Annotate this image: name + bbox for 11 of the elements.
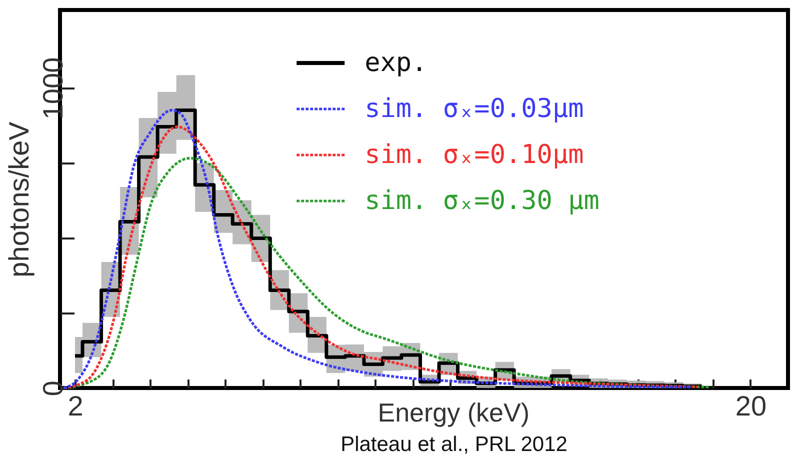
y-tick-label: 1000 <box>38 57 68 120</box>
x-tick-label: 20 <box>735 390 767 422</box>
legend-label: sim. σₓ=0.03μm <box>364 94 584 124</box>
y-tick-label: 0 <box>38 380 68 396</box>
y-axis-title: photons/keV <box>4 121 34 278</box>
x-axis-title: Energy (keV) <box>378 398 530 428</box>
legend-label: exp. <box>364 48 428 78</box>
legend-label: sim. σₓ=0.30 μm <box>364 186 600 216</box>
text: Plateau et al., PRL 2012 <box>340 433 568 456</box>
x-tick-label: 2 <box>68 390 84 422</box>
legend-label: sim. σₓ=0.10μm <box>364 140 584 170</box>
